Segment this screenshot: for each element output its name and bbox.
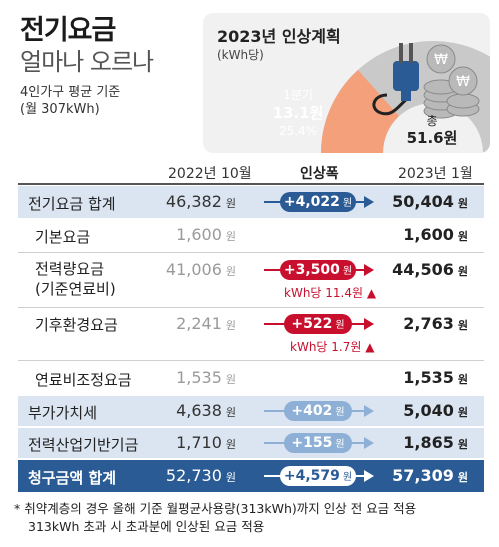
table-row-fuel-adjustment: 연료비조정요금 1,535 원 1,535 원 — [18, 361, 484, 395]
value-after: 1,865 원 — [403, 433, 468, 452]
value-before: 1,535 원 — [176, 368, 236, 387]
q1-share: 25.4% — [278, 124, 318, 138]
table-row-vat: 부가가치세 4,638 원 +402 원 5,040 원 — [18, 396, 484, 426]
column-header-change: 인상폭 — [300, 166, 339, 182]
table-row-billed-total: 청구금액 합계 52,730 원 +4,579 원 57,309 원 — [18, 460, 484, 492]
footnote: * 취약계층의 경우 올해 기준 월평균사용량(313kWh)까지 인상 전 요… — [14, 500, 416, 536]
up-arrow-icon: ▲ — [366, 286, 377, 300]
change-pill: +522 원 — [284, 314, 352, 334]
value-after: 1,600 원 — [403, 225, 468, 244]
unit-increase-note: kWh당 1.7원 ▲ — [290, 340, 375, 354]
column-header-after: 2023년 1월 — [398, 166, 473, 182]
column-header-before: 2022년 10월 — [168, 166, 252, 182]
row-divider — [18, 252, 484, 253]
q1-amount: 13.1원 — [272, 104, 324, 122]
value-before: 1,710 원 — [176, 433, 236, 452]
value-after: 44,506 원 — [392, 260, 468, 279]
value-before: 41,006 원 — [165, 260, 236, 279]
q1-label: 1분기 — [283, 88, 313, 102]
total-amount: 51.6원 — [406, 129, 458, 147]
unit-increase-note: kWh당 11.4원 ▲ — [284, 286, 377, 300]
page-subtitle: 얼마나 오르나 — [20, 48, 154, 76]
arrow-head — [364, 196, 374, 208]
change-pill: +4,579 원 — [280, 466, 356, 486]
change-pill: +402 원 — [284, 401, 352, 421]
change-pill: +3,500 원 — [280, 260, 356, 280]
row-label: 전력량요금 (기준연료비) — [35, 260, 116, 298]
table-row-energy-charge: 전력량요금 (기준연료비) 41,006 원 +3,500 원 kWh당 11.4원… — [18, 253, 484, 307]
arrow-head — [364, 470, 374, 482]
total-label: 총 — [426, 114, 438, 128]
q1-ring-segment — [321, 70, 399, 153]
q1-label-group: 1분기 13.1원 25.4% — [258, 86, 338, 140]
value-before: 4,638 원 — [176, 401, 236, 420]
plan-unit: (kWh당) — [217, 48, 264, 62]
table-row-industry-fund: 전력산업기반기금 1,710 원 +155 원 1,865 원 — [18, 428, 484, 458]
row-label: 기후환경요금 — [35, 316, 118, 334]
table-row-climate-charge: 기후환경요금 2,241 원 +522 원 kWh당 1.7원 ▲ 2,763 원 — [18, 308, 484, 360]
value-before: 46,382 원 — [165, 192, 236, 211]
value-after: 5,040 원 — [403, 401, 468, 420]
increase-plan-panel: ₩ ₩ 2023년 인상계획 (kWh당) — [203, 13, 490, 153]
basis-line-1: 4인가구 평균 기준 — [20, 85, 121, 100]
table-row-total: 전기요금 합계 46,382 원 +4,022 원 50,404 원 — [18, 186, 484, 218]
total-label-group: 총 51.6원 — [392, 113, 472, 147]
basis-line-2: (월 307kWh) — [20, 102, 100, 117]
arrow-head — [364, 437, 374, 449]
svg-text:₩: ₩ — [434, 52, 448, 68]
electric-plug-and-coins-icon: ₩ ₩ — [372, 43, 480, 119]
footnote-line-1: * 취약계층의 경우 올해 기준 월평균사용량(313kWh)까지 인상 전 요… — [14, 501, 417, 516]
page-title: 전기요금 — [20, 15, 116, 46]
value-after: 50,404 원 — [392, 192, 468, 211]
value-after: 1,535 원 — [403, 368, 468, 387]
plan-title: 2023년 인상계획 — [217, 27, 341, 46]
svg-text:₩: ₩ — [456, 74, 470, 90]
arrow-head — [364, 405, 374, 417]
footnote-line-2: 313kWh 초과 시 초과분에 인상된 요금 적용 — [28, 519, 265, 534]
value-before: 1,600 원 — [176, 225, 236, 244]
header-rule — [18, 183, 484, 185]
row-label: 기본요금 — [35, 228, 91, 246]
change-pill: +4,022 원 — [280, 192, 356, 212]
arrow-head — [364, 318, 374, 330]
row-label: 청구금액 합계 — [28, 469, 117, 487]
value-before: 52,730 원 — [165, 466, 236, 485]
basis-note: 4인가구 평균 기준 (월 307kWh) — [20, 84, 120, 118]
value-after: 2,763 원 — [403, 314, 468, 333]
value-after: 57,309 원 — [392, 466, 468, 485]
table-row-basic-fee: 기본요금 1,600 원 1,600 원 — [18, 218, 484, 252]
row-divider — [18, 426, 484, 427]
row-divider — [18, 307, 484, 308]
row-divider — [18, 360, 484, 361]
row-label: 연료비조정요금 — [35, 371, 132, 389]
arrow-head — [364, 264, 374, 276]
row-label: 부가가치세 — [28, 404, 98, 422]
value-before: 2,241 원 — [176, 314, 236, 333]
up-arrow-icon: ▲ — [365, 340, 375, 354]
row-label: 전력산업기반기금 — [28, 436, 139, 454]
change-pill: +155 원 — [284, 433, 352, 453]
row-label: 전기요금 합계 — [28, 195, 116, 213]
